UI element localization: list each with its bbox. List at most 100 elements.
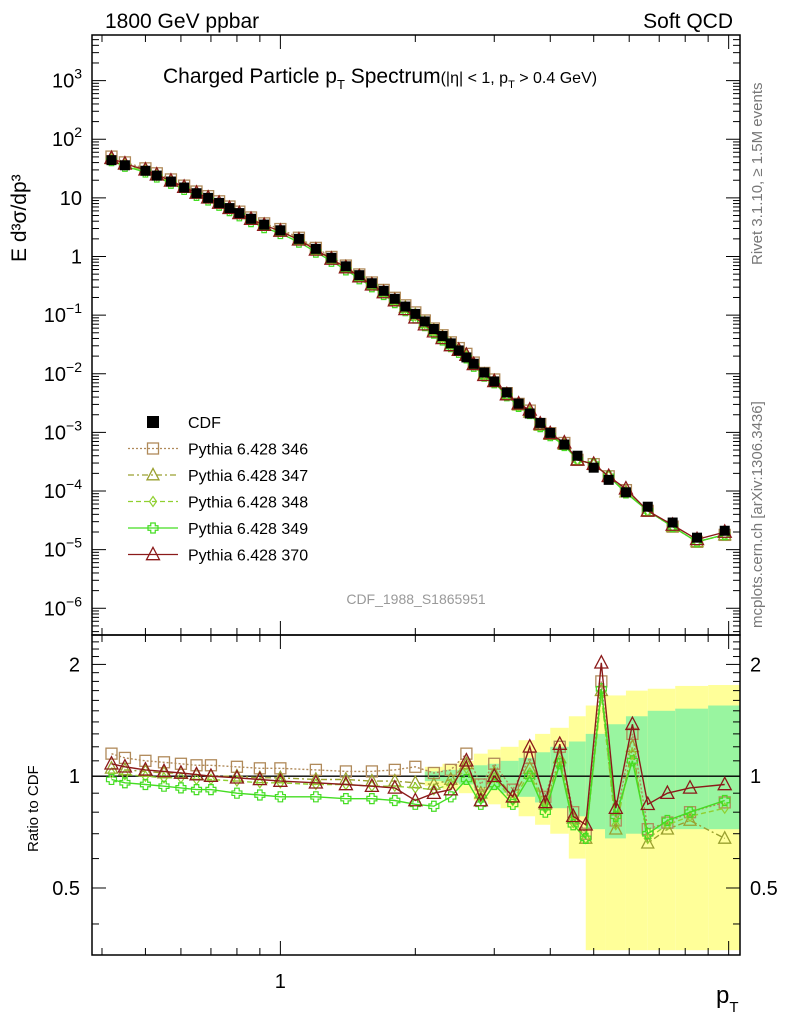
ratio-point-3 <box>567 819 579 831</box>
y-axis-label-text: E d³σ/dp³ <box>8 174 31 262</box>
y-tick-label: 10−6 <box>44 593 82 620</box>
y-tick-mantissa: 10 <box>60 188 82 210</box>
ratio-point-2 <box>120 768 130 781</box>
cdf-point <box>524 408 535 419</box>
y-tick-label: 102 <box>52 124 82 151</box>
chart-title-sub: T <box>337 77 345 92</box>
cdf-point <box>310 243 321 254</box>
ratio-point-1 <box>660 821 675 835</box>
cdf-point <box>259 219 270 230</box>
ratio-point-3 <box>274 791 286 803</box>
ratio-point-0 <box>230 760 244 773</box>
cdf-point <box>642 501 653 512</box>
cdf-point <box>378 285 389 296</box>
cdf-point <box>667 517 678 528</box>
cdf-point <box>719 525 730 536</box>
cdf-point <box>140 165 151 176</box>
legend-marker-cdf <box>147 416 159 428</box>
y-tick-mantissa: 10 <box>44 540 66 562</box>
chart-title-cut-b: > 0.4 GeV) <box>515 70 597 87</box>
legend: CDF Pythia 6.428 346 Pythia 6.428 347 Pythi… <box>128 415 308 565</box>
y-tick-exponent: 2 <box>74 124 82 140</box>
cdf-point <box>326 252 337 263</box>
y-tick-mantissa: 10 <box>44 364 66 386</box>
ratio-point-2 <box>720 802 729 815</box>
cdf-point <box>354 270 365 281</box>
ratio-point-4 <box>117 758 133 773</box>
y-tick-label: 1 <box>71 247 82 269</box>
header-left: 1800 GeV ppbar <box>105 10 259 33</box>
y-tick-mantissa: 10 <box>44 481 66 503</box>
green-band-bin <box>500 760 519 794</box>
ratio-tick-label-left: 2 <box>69 654 80 676</box>
cdf-point <box>468 358 479 369</box>
chart-title-tail: Spectrum <box>345 65 441 88</box>
y-tick-label: 10−3 <box>44 417 82 444</box>
ratio-point-3 <box>190 784 203 796</box>
ratio-point-4 <box>659 784 675 800</box>
ratio-point-2 <box>628 747 637 760</box>
cdf-point <box>620 487 631 498</box>
cdf-point <box>151 170 162 181</box>
ratio-point-3 <box>139 778 152 791</box>
y-axis-label: E d³σ/dp³ <box>8 174 31 262</box>
cdf-point <box>366 278 377 289</box>
legend-marker <box>145 545 161 561</box>
ratio-point-3 <box>119 777 131 789</box>
cdf-point <box>572 450 583 461</box>
green-band-bin <box>585 733 606 830</box>
ratio-point-3 <box>340 793 352 805</box>
ratio-point-3 <box>231 787 243 799</box>
green-band-bin <box>647 710 676 830</box>
ratio-point-4 <box>522 738 538 753</box>
legend-marker <box>146 442 160 455</box>
cdf-point <box>461 352 472 363</box>
ratio-point-3 <box>539 806 551 818</box>
mcplots-label: mcplots.cern.ch [arXiv:1306.3436] <box>749 401 766 628</box>
ratio-point-0 <box>460 747 473 760</box>
y-tick-label: 10−4 <box>44 476 82 503</box>
main-frame <box>91 34 741 636</box>
rivet-label: Rivet 3.1.10, ≥ 1.5M events <box>749 83 766 266</box>
ratio-point-1 <box>682 812 698 826</box>
ratio-point-3 <box>366 793 378 805</box>
ratio-point-4 <box>426 784 442 800</box>
ratio-point-2 <box>107 766 116 780</box>
ratio-point-0 <box>365 765 379 778</box>
cdf-point <box>179 182 190 193</box>
ratio-point-4 <box>103 755 120 770</box>
legend-marker <box>147 522 159 534</box>
legend-marker <box>145 467 161 481</box>
ratio-point-4 <box>407 791 423 807</box>
ratio-point-4 <box>593 654 609 669</box>
cdf-point <box>224 203 235 214</box>
ratio-point-1 <box>104 760 119 774</box>
ratio-tick-label-right: 1 <box>750 766 761 788</box>
ratio-point-4 <box>364 777 380 793</box>
legend-label: CDF <box>188 415 221 432</box>
ratio-point-4 <box>505 788 521 803</box>
y-tick-label: 103 <box>52 66 82 93</box>
cdf-point <box>479 367 490 378</box>
y-tick-mantissa: 10 <box>44 422 66 444</box>
ratio-point-2 <box>490 771 499 784</box>
cdf-point <box>428 324 439 335</box>
ratio-point-3 <box>684 806 696 818</box>
ratio-point-4 <box>608 799 624 815</box>
cdf-point <box>400 301 411 312</box>
ratio-point-3 <box>580 832 592 844</box>
y-tick-mantissa: 10 <box>52 71 74 93</box>
cdf-point <box>214 197 225 208</box>
chart-title-main: Charged Particle p <box>163 65 337 88</box>
ratio-point-3 <box>205 784 217 796</box>
y-tick-exponent: −2 <box>66 359 82 375</box>
ratio-point-3 <box>719 794 731 807</box>
ratio-point-4 <box>272 772 288 787</box>
ratio-point-3 <box>105 773 118 786</box>
cdf-point <box>501 387 512 398</box>
y-tick-exponent: −3 <box>66 417 82 433</box>
ratio-point-3 <box>175 782 187 794</box>
ratio-point-4 <box>624 715 640 731</box>
ratio-point-4 <box>565 807 581 823</box>
